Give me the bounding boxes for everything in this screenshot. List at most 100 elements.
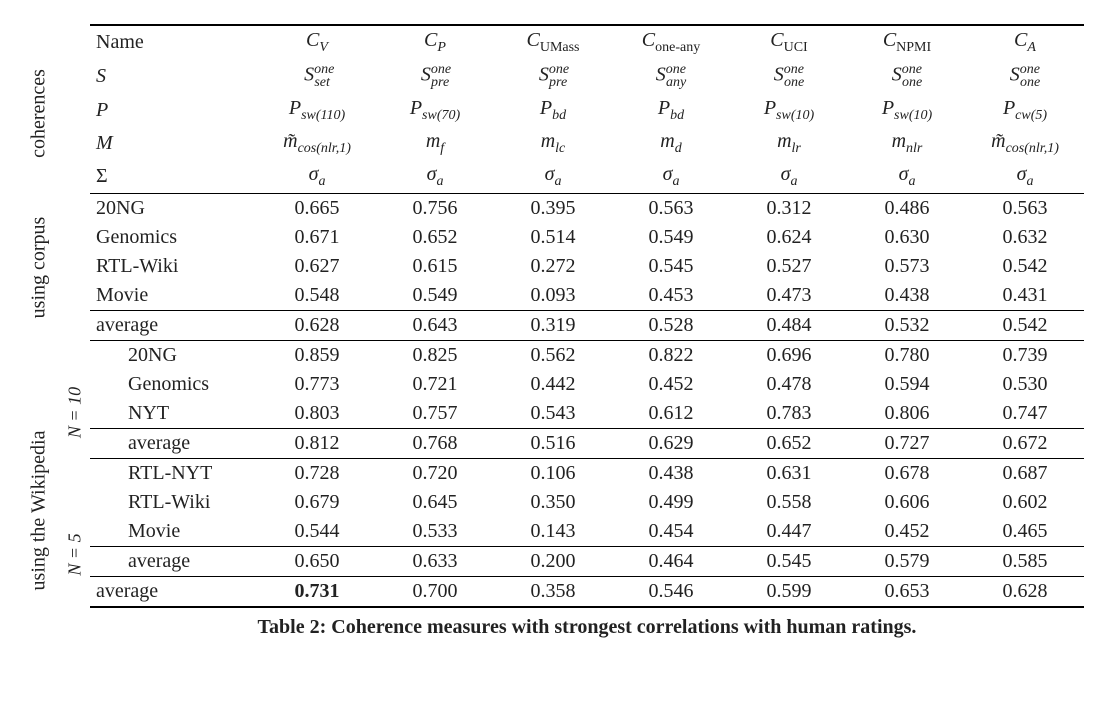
s-cv: Soneset [258, 59, 376, 94]
cell: 0.272 [494, 252, 612, 281]
header-row-m: M m̃cos(nlr,1) mf mlc md mlr mnlr m̃cos(… [90, 127, 1084, 160]
table-row: Genomics 0.6710.6520.5140.5490.6240.6300… [90, 223, 1084, 252]
cell: 0.624 [730, 223, 848, 252]
inner-gutter: N = 10 N = 5 [60, 24, 90, 639]
cell: 0.533 [376, 517, 494, 547]
cell: 0.528 [612, 310, 730, 340]
table-container: coherences using corpus using the Wikipe… [18, 24, 1078, 639]
cell: 0.859 [258, 340, 376, 370]
cell: 0.465 [966, 517, 1084, 547]
hdr-cv: CV [258, 25, 376, 59]
sig-7: σa [966, 160, 1084, 194]
cell: 0.452 [848, 517, 966, 547]
cell: 0.700 [376, 576, 494, 607]
cell: 0.542 [966, 252, 1084, 281]
cell: 0.721 [376, 370, 494, 399]
cell-label: Movie [90, 281, 258, 311]
cell: 0.548 [258, 281, 376, 311]
cell: 0.473 [730, 281, 848, 311]
cell-label: Genomics [90, 223, 258, 252]
cell: 0.672 [966, 428, 1084, 458]
cell: 0.806 [848, 399, 966, 429]
hdr-label-name: Name [90, 25, 258, 59]
sig-1: σa [258, 160, 376, 194]
hdr-cumass: CUMass [494, 25, 612, 59]
cell: 0.665 [258, 193, 376, 223]
cell: 0.546 [612, 576, 730, 607]
cell: 0.544 [258, 517, 376, 547]
cell: 0.780 [848, 340, 966, 370]
hdr-ca: CA [966, 25, 1084, 59]
cell: 0.464 [612, 546, 730, 576]
cell: 0.527 [730, 252, 848, 281]
hdr-cp: CP [376, 25, 494, 59]
table-caption: Table 2: Coherence measures with stronge… [90, 616, 1084, 639]
cell: 0.630 [848, 223, 966, 252]
cell: 0.106 [494, 458, 612, 488]
cell-label: Movie [90, 517, 258, 547]
table-row: NYT 0.8030.7570.5430.6120.7830.8060.747 [90, 399, 1084, 429]
s-cp: Sonepre [376, 59, 494, 94]
cell: 0.478 [730, 370, 848, 399]
cell: 0.696 [730, 340, 848, 370]
cell: 0.558 [730, 488, 848, 517]
cell: 0.822 [612, 340, 730, 370]
m-cnp: mnlr [848, 127, 966, 160]
cell: 0.756 [376, 193, 494, 223]
side-label-n5: N = 5 [65, 533, 86, 575]
cell: 0.825 [376, 340, 494, 370]
cell: 0.602 [966, 488, 1084, 517]
cell-label: RTL-NYT [90, 458, 258, 488]
cell: 0.549 [376, 281, 494, 311]
m-coa: md [612, 127, 730, 160]
hdr-label-p: P [90, 94, 258, 127]
cell: 0.143 [494, 517, 612, 547]
sig-6: σa [848, 160, 966, 194]
cell: 0.632 [966, 223, 1084, 252]
cell-label: RTL-Wiki [90, 252, 258, 281]
sig-3: σa [494, 160, 612, 194]
cell: 0.542 [966, 310, 1084, 340]
header-row-sigma: Σ σa σa σa σa σa σa σa [90, 160, 1084, 194]
cell: 0.747 [966, 399, 1084, 429]
side-label-using-wikipedia: using the Wikipedia [28, 431, 51, 591]
cell-label: Genomics [90, 370, 258, 399]
cell: 0.629 [612, 428, 730, 458]
cell: 0.606 [848, 488, 966, 517]
cell: 0.438 [848, 281, 966, 311]
hdr-label-m: M [90, 127, 258, 160]
cell: 0.453 [612, 281, 730, 311]
cell: 0.768 [376, 428, 494, 458]
table-body-wrap: Name CV CP CUMass Cone-any CUCI CNPMI CA… [90, 24, 1084, 639]
cell: 0.543 [494, 399, 612, 429]
header-row-s: S Soneset Sonepre Sonepre Soneany Soneon… [90, 59, 1084, 94]
table-row: Genomics 0.7730.7210.4420.4520.4780.5940… [90, 370, 1084, 399]
table-row: RTL-Wiki 0.6270.6150.2720.5450.5270.5730… [90, 252, 1084, 281]
p-cuc: Psw(10) [730, 94, 848, 127]
s-cum: Sonepre [494, 59, 612, 94]
cell: 0.757 [376, 399, 494, 429]
cell: 0.727 [848, 428, 966, 458]
cell: 0.631 [730, 458, 848, 488]
table-row-grand-average: average 0.731 0.700 0.358 0.546 0.599 0.… [90, 576, 1084, 607]
cell: 0.653 [848, 576, 966, 607]
table-row-average: average 0.6500.6330.2000.4640.5450.5790.… [90, 546, 1084, 576]
cell: 0.628 [258, 310, 376, 340]
sig-5: σa [730, 160, 848, 194]
s-cuc: Soneone [730, 59, 848, 94]
s-coa: Soneany [612, 59, 730, 94]
table-row: Movie 0.5480.5490.0930.4530.4730.4380.43… [90, 281, 1084, 311]
hdr-cnpmi: CNPMI [848, 25, 966, 59]
header-row-p: P Psw(110) Psw(70) Pbd Pbd Psw(10) Psw(1… [90, 94, 1084, 127]
m-cuc: mlr [730, 127, 848, 160]
m-ca: m̃cos(nlr,1) [966, 127, 1084, 160]
cell-label: average [90, 310, 258, 340]
cell: 0.447 [730, 517, 848, 547]
cell: 0.773 [258, 370, 376, 399]
table-row-average: average 0.6280.6430.3190.5280.4840.5320.… [90, 310, 1084, 340]
cell: 0.803 [258, 399, 376, 429]
p-cnp: Psw(10) [848, 94, 966, 127]
m-cv: m̃cos(nlr,1) [258, 127, 376, 160]
table-row: Movie 0.5440.5330.1430.4540.4470.4520.46… [90, 517, 1084, 547]
cell: 0.350 [494, 488, 612, 517]
